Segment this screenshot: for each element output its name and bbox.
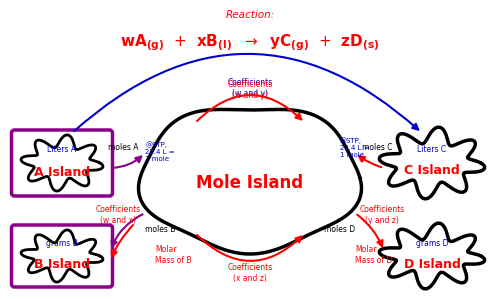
Text: @STP,
22.4 L =
1 mole: @STP, 22.4 L = 1 mole [340, 138, 370, 158]
Text: Coefficients
(w and x): Coefficients (w and x) [96, 205, 140, 225]
Text: $\bf{wA_{(g)}}$  +  $\bf{xB_{(l)}}$  $\rightarrow$  $\bf{yC_{(g)}}$  +  $\bf{zD_: $\bf{wA_{(g)}}$ + $\bf{xB_{(l)}}$ $\righ… [120, 32, 380, 53]
Text: grams B: grams B [46, 239, 78, 248]
Text: Molar
Mass of B: Molar Mass of B [155, 245, 192, 265]
Text: grams D: grams D [416, 239, 448, 248]
Text: @STP,
22.4 L =
1 mole: @STP, 22.4 L = 1 mole [145, 142, 174, 162]
Text: Coefficients
(w and y): Coefficients (w and y) [228, 80, 272, 100]
Text: Reaction:: Reaction: [226, 10, 274, 20]
Text: Coefficients
(y and z): Coefficients (y and z) [360, 205, 405, 225]
Text: Coefficients
(x and z): Coefficients (x and z) [228, 263, 272, 283]
Text: D Island: D Island [404, 257, 460, 271]
Text: Mole Island: Mole Island [196, 174, 304, 192]
Text: moles C: moles C [362, 144, 392, 152]
Text: moles A: moles A [108, 144, 138, 152]
Text: B Island: B Island [34, 259, 90, 271]
Text: moles B: moles B [145, 225, 175, 234]
Text: Coefficients
(w and y): Coefficients (w and y) [228, 78, 272, 98]
Text: C Island: C Island [404, 164, 460, 178]
Text: Liters A: Liters A [48, 144, 76, 153]
Text: Molar
Mass of D: Molar Mass of D [355, 245, 393, 265]
Text: moles D: moles D [324, 225, 356, 234]
Text: A Island: A Island [34, 167, 90, 179]
Text: Liters C: Liters C [418, 144, 446, 153]
